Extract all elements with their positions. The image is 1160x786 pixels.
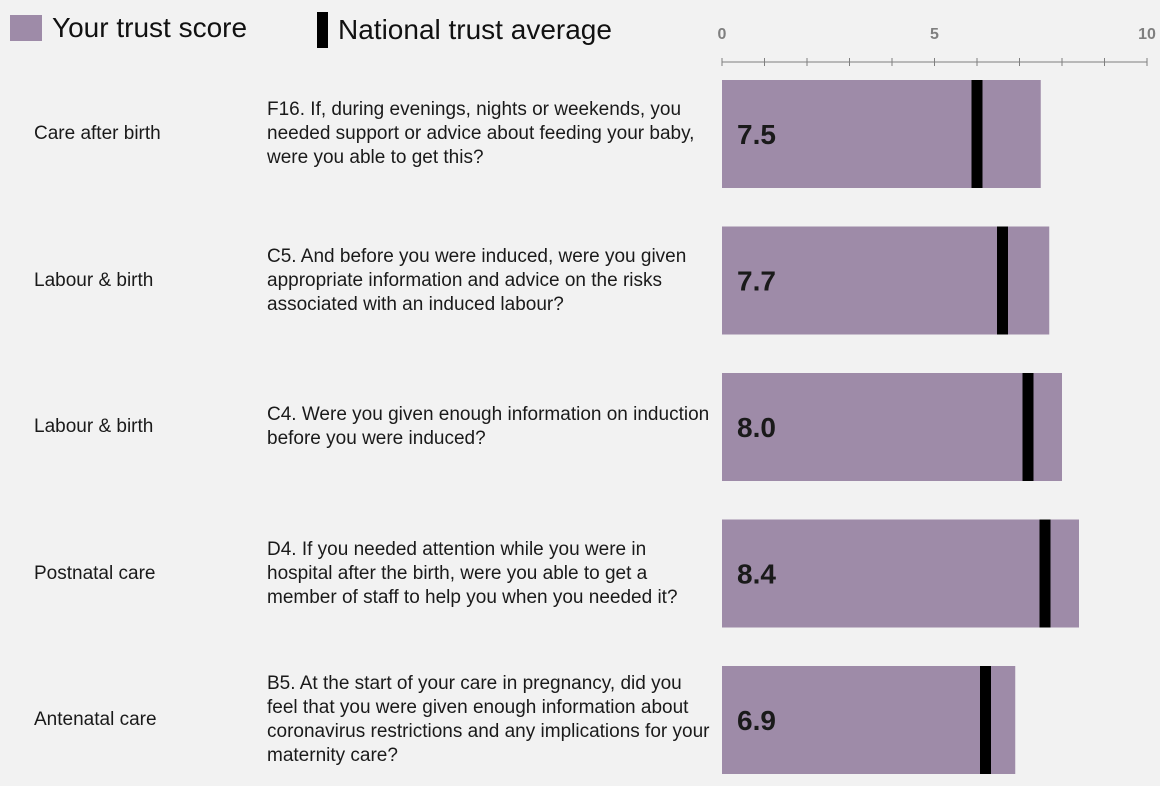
legend-swatch-score bbox=[10, 15, 42, 41]
national-average-marker bbox=[1039, 519, 1051, 628]
score-value-label: 8.0 bbox=[737, 412, 776, 443]
national-average-marker bbox=[980, 666, 991, 774]
score-bar bbox=[722, 373, 1062, 481]
category-label: Care after birth bbox=[34, 123, 161, 144]
legend-item-average: National trust average bbox=[317, 12, 612, 48]
x-axis-tick-label: 0 bbox=[718, 26, 727, 43]
question-text: F16. If, during evenings, nights or week… bbox=[267, 99, 695, 168]
x-axis-tick-label: 10 bbox=[1138, 26, 1156, 43]
category-label: Antenatal care bbox=[34, 709, 157, 730]
score-value-label: 6.9 bbox=[737, 705, 776, 736]
score-bar bbox=[722, 226, 1050, 335]
score-value-label: 7.5 bbox=[737, 119, 776, 150]
question-text: C5. And before you were induced, were yo… bbox=[267, 245, 687, 315]
category-label: Postnatal care bbox=[34, 562, 156, 584]
legend-label-score: Your trust score bbox=[52, 12, 248, 43]
legend-label-average: National trust average bbox=[338, 14, 612, 45]
legend-swatch-average bbox=[317, 12, 328, 48]
category-label: Labour & birth bbox=[34, 416, 154, 437]
x-axis-tick-label: 5 bbox=[930, 26, 939, 43]
score-value-label: 7.7 bbox=[737, 266, 776, 297]
score-bar bbox=[722, 666, 1016, 774]
score-value-label: 8.4 bbox=[737, 559, 776, 590]
question-text: B5. At the start of your care in pregnan… bbox=[267, 673, 710, 766]
category-label: Labour & birth bbox=[34, 269, 154, 291]
question-text: D4. If you needed attention while you we… bbox=[267, 538, 678, 608]
national-average-marker bbox=[971, 80, 983, 188]
national-average-marker bbox=[1022, 373, 1034, 481]
national-average-marker bbox=[997, 226, 1008, 335]
question-text: C4. Were you given enough information on… bbox=[267, 404, 710, 449]
score-bar bbox=[722, 519, 1079, 628]
score-bar bbox=[722, 80, 1041, 188]
legend-item-score: Your trust score bbox=[10, 12, 247, 44]
